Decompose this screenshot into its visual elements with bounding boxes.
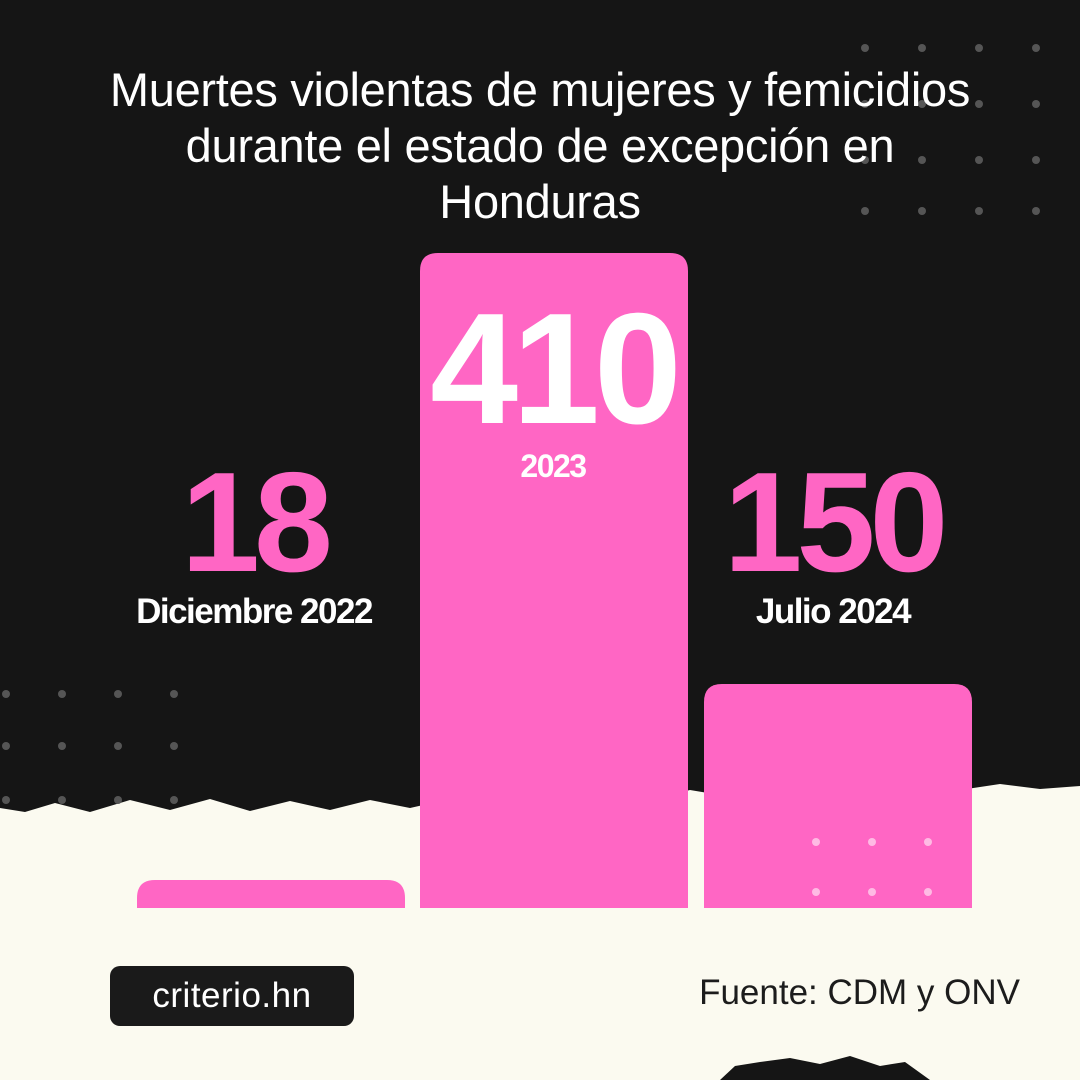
- bar-series: [137, 253, 972, 908]
- chart-title: Muertes violentas de mujeres y femicidio…: [109, 63, 971, 228]
- decor-dot: [975, 156, 983, 164]
- torn-edge-bottom: [720, 1056, 930, 1080]
- category-label: 2023: [520, 448, 587, 484]
- value-label: 410: [430, 281, 682, 457]
- decor-dot: [170, 796, 178, 804]
- decor-dot: [812, 888, 820, 896]
- decor-dot: [114, 796, 122, 804]
- decor-dot: [861, 100, 869, 108]
- category-label: Julio 2024: [755, 592, 912, 631]
- decor-dot: [868, 888, 876, 896]
- decor-dot: [918, 156, 926, 164]
- decor-dot: [918, 207, 926, 215]
- decor-dot: [975, 44, 983, 52]
- decor-dot: [1032, 44, 1040, 52]
- decor-dot: [868, 838, 876, 846]
- bar-3: [704, 684, 972, 908]
- value-label: 18: [181, 443, 333, 602]
- decor-dot: [861, 207, 869, 215]
- decor-dot: [170, 742, 178, 750]
- dot-pattern-on-bar: [812, 838, 932, 896]
- bar-2: [420, 253, 688, 908]
- decor-dot: [975, 100, 983, 108]
- decor-dot: [1032, 207, 1040, 215]
- decor-dot: [861, 44, 869, 52]
- decor-dot: [812, 838, 820, 846]
- value-label: 150: [723, 443, 949, 602]
- decor-dot: [861, 156, 869, 164]
- decor-dot: [924, 888, 932, 896]
- decor-dot: [170, 690, 178, 698]
- decor-dot: [2, 690, 10, 698]
- source-note: Fuente: CDM y ONV: [699, 973, 1020, 1012]
- decor-dot: [58, 742, 66, 750]
- decor-dot: [114, 690, 122, 698]
- dot-pattern: [2, 44, 1040, 804]
- decor-dot: [58, 796, 66, 804]
- brand-logo: criterio.hn: [110, 966, 354, 1026]
- decor-dot: [114, 742, 122, 750]
- decor-dot: [975, 207, 983, 215]
- decor-dot: [1032, 156, 1040, 164]
- decor-dot: [918, 100, 926, 108]
- decor-dot: [918, 44, 926, 52]
- decor-dot: [2, 796, 10, 804]
- decor-dot: [58, 690, 66, 698]
- decor-dot: [2, 742, 10, 750]
- bar-1: [137, 880, 405, 908]
- decor-dot: [924, 838, 932, 846]
- decor-dot: [1032, 100, 1040, 108]
- category-label: Diciembre 2022: [136, 592, 373, 631]
